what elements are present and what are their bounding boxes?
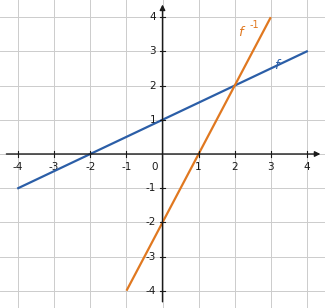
Text: 1: 1: [195, 161, 202, 172]
Text: 3: 3: [150, 46, 156, 56]
Text: 2: 2: [231, 161, 238, 172]
Text: 4: 4: [150, 12, 156, 22]
Text: f: f: [274, 59, 279, 71]
Text: -2: -2: [146, 217, 156, 227]
Text: 4: 4: [304, 161, 310, 172]
Text: 3: 3: [267, 161, 274, 172]
Text: -1: -1: [146, 183, 156, 193]
Text: 2: 2: [150, 81, 156, 91]
Text: -4: -4: [146, 286, 156, 296]
Text: -4: -4: [13, 161, 23, 172]
Text: -1: -1: [121, 161, 132, 172]
Text: 0: 0: [152, 161, 158, 172]
Text: -3: -3: [49, 161, 59, 172]
Text: -2: -2: [85, 161, 96, 172]
Text: -3: -3: [146, 252, 156, 262]
Text: 1: 1: [150, 115, 156, 125]
Text: f: f: [238, 26, 243, 39]
Text: -1: -1: [250, 20, 260, 30]
